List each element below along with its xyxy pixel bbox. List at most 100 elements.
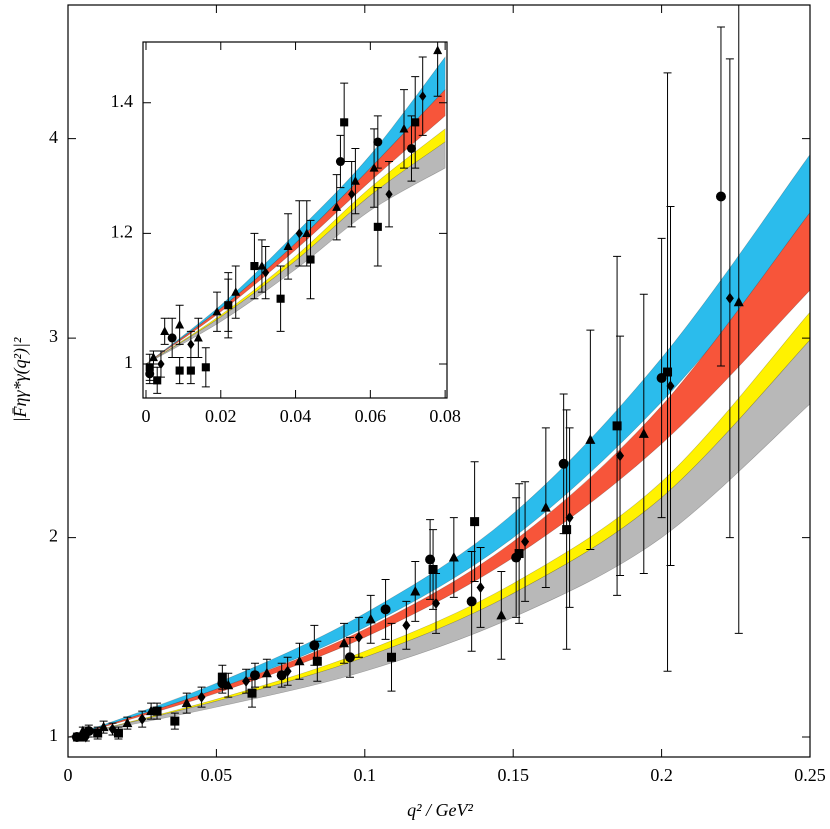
marker: [167, 333, 177, 343]
marker: [448, 552, 459, 562]
marker: [212, 306, 222, 316]
band: [145, 141, 446, 365]
marker: [249, 670, 260, 681]
marker: [350, 176, 360, 185]
marker: [406, 143, 416, 153]
marker: [113, 728, 123, 738]
plot-area: [68, 5, 810, 743]
marker: [175, 319, 185, 329]
y-tick-label: 1: [124, 352, 133, 372]
plot-area: [145, 42, 446, 394]
marker: [157, 359, 165, 369]
marker: [387, 652, 397, 662]
marker: [402, 619, 411, 631]
marker: [733, 296, 744, 307]
x-tick-label: 0: [64, 765, 73, 785]
marker: [170, 716, 180, 726]
band: [145, 56, 446, 365]
marker: [138, 713, 147, 725]
marker: [75, 732, 85, 742]
marker: [197, 691, 206, 703]
marker: [242, 675, 251, 687]
marker: [250, 262, 259, 271]
marker: [385, 189, 393, 200]
marker: [257, 261, 267, 270]
marker: [276, 294, 285, 303]
marker: [585, 434, 596, 444]
marker: [217, 672, 227, 682]
marker: [93, 728, 103, 738]
x-tick-label: 0.04: [280, 406, 312, 426]
marker: [540, 502, 551, 512]
marker: [146, 705, 157, 716]
marker: [160, 326, 170, 335]
marker: [339, 637, 350, 648]
marker: [410, 585, 421, 596]
marker: [476, 581, 485, 593]
y-axis-label: |F̄ηγ*γ(q²)|²: [10, 337, 31, 422]
marker: [373, 222, 382, 231]
y-tick-label: 1.4: [111, 91, 134, 111]
x-tick-label: 0: [141, 406, 150, 426]
marker: [521, 536, 530, 548]
marker: [411, 118, 420, 127]
x-tick-label: 0.06: [355, 406, 387, 426]
x-tick-label: 0.15: [497, 765, 529, 785]
marker: [306, 255, 315, 264]
x-tick-label: 0.02: [205, 406, 237, 426]
x-axis-label: q² / GeV²: [407, 800, 473, 820]
marker: [562, 525, 572, 535]
marker: [276, 670, 287, 681]
marker: [565, 512, 574, 524]
marker: [348, 189, 356, 200]
marker: [181, 697, 192, 708]
marker: [201, 363, 210, 372]
marker: [187, 339, 195, 350]
y-tick-label: 1: [49, 725, 58, 745]
marker: [148, 352, 158, 362]
marker: [193, 332, 203, 342]
marker: [466, 596, 477, 607]
marker: [283, 665, 292, 677]
marker: [340, 118, 349, 127]
marker: [663, 367, 673, 377]
marker: [496, 609, 507, 620]
plot-frame: [142, 41, 448, 399]
y-tick-label: 1.2: [111, 222, 134, 242]
marker: [283, 241, 293, 251]
marker: [98, 721, 109, 732]
marker: [419, 91, 427, 102]
x-tick-label: 0.08: [429, 406, 461, 426]
marker: [365, 613, 376, 624]
marker: [186, 366, 195, 375]
marker: [433, 45, 443, 55]
marker: [262, 267, 270, 278]
marker: [247, 688, 257, 698]
marker: [312, 656, 322, 666]
marker: [432, 597, 441, 609]
marker: [725, 292, 734, 304]
marker: [612, 421, 622, 431]
marker: [152, 706, 162, 716]
marker: [294, 655, 305, 666]
marker: [373, 137, 383, 147]
plot-background: [143, 42, 447, 398]
y-tick-label: 4: [49, 127, 58, 147]
y-tick-label: 2: [49, 526, 58, 546]
band: [145, 88, 446, 365]
marker: [369, 163, 379, 172]
marker: [470, 517, 480, 527]
marker: [638, 428, 649, 438]
x-tick-label: 0.2: [650, 765, 673, 785]
band: [68, 311, 810, 738]
x-tick-label: 0.1: [354, 765, 377, 785]
marker: [295, 228, 303, 239]
band: [68, 339, 810, 738]
y-tick-label: 3: [49, 326, 58, 346]
marker: [514, 549, 524, 559]
marker: [558, 458, 569, 469]
marker: [145, 363, 154, 372]
marker: [354, 631, 363, 643]
marker: [332, 202, 342, 211]
